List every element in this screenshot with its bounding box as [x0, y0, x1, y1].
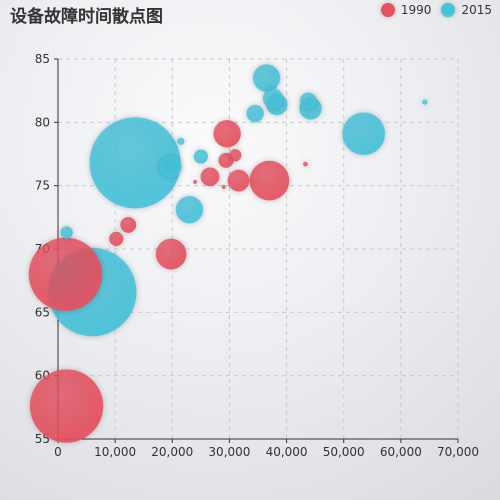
y-tick-label: 80 [35, 115, 50, 129]
x-tick-label: 20,000 [151, 445, 193, 459]
legend-label-2015: 2015 [461, 3, 492, 17]
bubble-2015[interactable] [422, 99, 428, 105]
bubble-1990[interactable] [29, 369, 104, 443]
bubble-2015[interactable] [252, 64, 281, 92]
y-tick-label: 75 [35, 179, 50, 193]
bubble-1990[interactable] [155, 238, 187, 270]
bubble-1990[interactable] [120, 216, 137, 233]
bubble-2015[interactable] [177, 137, 185, 146]
legend-swatch-2015 [441, 3, 456, 17]
x-tick-label: 50,000 [323, 445, 365, 459]
x-tick-label: 10,000 [94, 445, 136, 459]
legend-label-1990: 1990 [400, 3, 432, 17]
legend-item-1990[interactable]: 1990 [380, 3, 432, 17]
bubble-2015[interactable] [60, 226, 73, 239]
x-tick-label: 60,000 [380, 445, 422, 459]
bubble-2015[interactable] [159, 155, 182, 178]
legend-item-2015[interactable]: 2015 [441, 3, 492, 17]
bubble-2015[interactable] [246, 104, 264, 123]
x-tick-label: 70,000 [437, 445, 479, 459]
bubble-1990[interactable] [221, 184, 226, 190]
bubble-2015[interactable] [262, 88, 283, 109]
bubble-1990[interactable] [228, 148, 242, 162]
bubble-2015[interactable] [193, 149, 209, 164]
bubble-1990[interactable] [213, 120, 241, 148]
y-tick-label: 65 [35, 305, 50, 319]
bubble-1990[interactable] [249, 160, 290, 201]
bubble-1990[interactable] [192, 179, 198, 185]
bubble-1990[interactable] [109, 231, 124, 247]
bubble-1990[interactable] [200, 167, 220, 187]
bubble-2015[interactable] [299, 92, 317, 110]
bubble-1990[interactable] [227, 169, 250, 192]
chart-title: 设备故障时间散点图 [10, 7, 163, 27]
bubble-2015[interactable] [342, 112, 386, 156]
x-tick-label: 30,000 [208, 445, 250, 459]
legend: 1990 2015 [380, 3, 492, 17]
legend-swatch-1990 [380, 3, 395, 17]
bubble-2015[interactable] [175, 196, 204, 224]
bubble-1990[interactable] [28, 237, 103, 312]
x-tick-label: 0 [54, 445, 62, 459]
y-tick-label: 85 [35, 52, 50, 66]
x-tick-label: 40,000 [266, 445, 308, 459]
bubble-1990[interactable] [302, 161, 308, 167]
